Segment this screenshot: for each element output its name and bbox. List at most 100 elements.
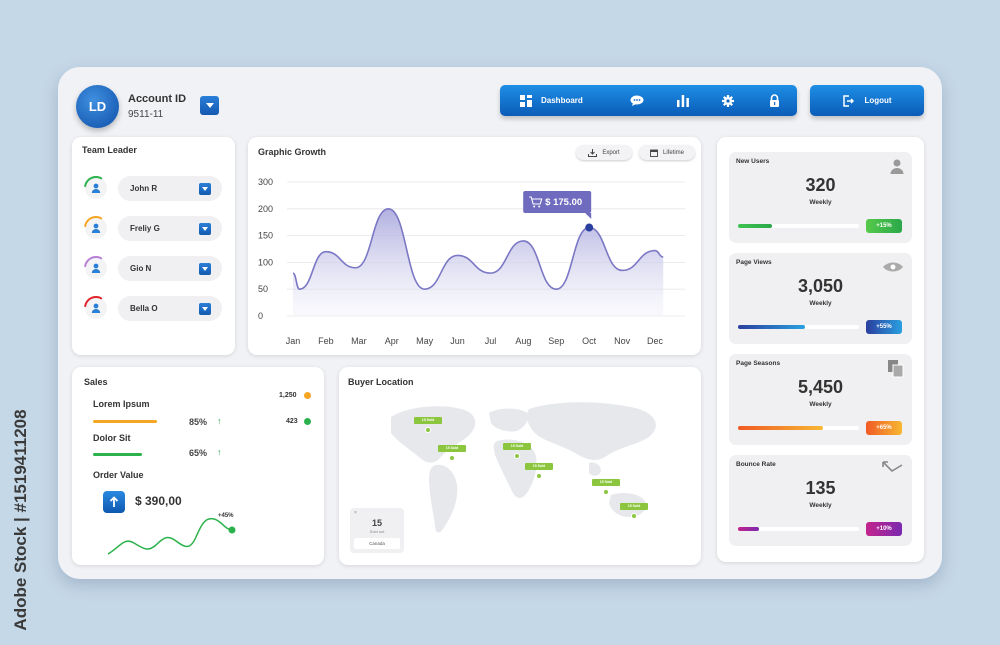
map-location-pin[interactable]: 15 Sold — [620, 503, 648, 521]
member-name: Bella O — [130, 304, 158, 313]
y-tick-label: 150 — [258, 231, 273, 241]
chat-icon — [630, 95, 644, 106]
graphic-growth-title: Graphic Growth — [258, 147, 327, 157]
stat-card[interactable]: Page Seasons 5,450 Weekly +65% — [729, 354, 912, 445]
nav-dashboard-label: Dashboard — [541, 96, 583, 105]
map-pin-dot — [631, 513, 637, 519]
member-pill: Gio N — [118, 256, 222, 281]
sales-item-pct: 65% — [189, 448, 208, 458]
member-pill: Bella O — [118, 296, 222, 321]
y-tick-label: 200 — [258, 204, 273, 214]
y-tick-label: 50 — [258, 284, 268, 294]
map-location-pin[interactable]: 15 Sold — [438, 445, 466, 463]
stat-progress-fill — [738, 527, 759, 531]
value-tooltip: $ 175.00 — [523, 191, 592, 219]
chevron-down-icon — [202, 187, 208, 191]
member-dropdown-button[interactable] — [199, 223, 211, 235]
highlight-point[interactable] — [585, 223, 594, 232]
logout-button[interactable]: Logout — [810, 85, 924, 116]
stat-card[interactable]: Bounce Rate 135 Weekly +10% — [729, 455, 912, 546]
user-icon — [91, 263, 101, 273]
pages-icon — [888, 360, 904, 383]
user-icon — [890, 158, 904, 179]
chevron-down-icon — [202, 307, 208, 311]
map-location-pin[interactable]: 15 Sold — [503, 443, 531, 461]
map-pin-dot — [603, 489, 609, 495]
x-tick-label: Mar — [351, 336, 367, 346]
nav-chat[interactable] — [614, 85, 660, 116]
order-up-button[interactable] — [103, 491, 125, 513]
legend-value: 423 — [286, 418, 298, 425]
user-icon — [91, 303, 101, 313]
nav-lock[interactable] — [751, 85, 797, 116]
world-map — [391, 402, 656, 533]
account-title: Account ID — [128, 93, 187, 105]
member-dropdown-button[interactable] — [199, 263, 211, 275]
team-member-row[interactable]: Gio N — [82, 254, 222, 282]
location-info-box: × 15 Sold out Canada — [350, 508, 404, 553]
stat-label: Page Views — [736, 259, 772, 266]
info-number: 15 — [371, 518, 382, 528]
series-area — [293, 208, 664, 316]
account-dropdown-button[interactable] — [200, 96, 219, 115]
eye-icon — [882, 259, 904, 277]
stat-progress-fill — [738, 325, 805, 329]
x-tick-label: May — [416, 336, 434, 346]
stat-value: 3,050 — [797, 276, 844, 296]
map-location-pin[interactable]: 15 Sold — [592, 479, 620, 497]
stat-period: Weekly — [809, 199, 832, 206]
info-marker-icon: × — [354, 510, 357, 516]
stat-value: 135 — [805, 478, 836, 498]
stat-label: Bounce Rate — [736, 461, 776, 468]
team-member-row[interactable]: John R — [82, 174, 222, 202]
chevron-down-icon — [202, 267, 208, 271]
stat-badge: +10% — [866, 522, 902, 536]
lifetime-button[interactable]: Lifetime — [639, 145, 695, 160]
gear-icon — [722, 94, 735, 107]
stat-card[interactable]: Page Views 3,050 Weekly +55% — [729, 253, 912, 344]
bounce-arrow-icon — [882, 461, 904, 480]
member-name: Gio N — [130, 264, 152, 273]
top-navbar: Dashboard — [500, 85, 797, 116]
map-pin-tag: 15 Sold — [503, 443, 531, 450]
member-dropdown-button[interactable] — [199, 183, 211, 195]
bar-chart-icon — [676, 94, 689, 107]
map-location-pin[interactable]: 15 Sold — [525, 463, 553, 481]
order-value-label: Order Value — [93, 470, 144, 480]
nav-dashboard[interactable]: Dashboard — [520, 94, 614, 107]
x-tick-label: Aug — [515, 336, 531, 346]
map-pin-tag: 15 Sold — [620, 503, 648, 510]
export-button[interactable]: Export — [576, 145, 632, 160]
sales-item-bar — [93, 420, 157, 423]
stat-value: 5,450 — [797, 377, 844, 397]
team-member-row[interactable]: Bella O — [82, 294, 222, 322]
stat-value: 320 — [805, 175, 836, 195]
stats-panel: New Users 320 Weekly +15% Page Views 3,050 Wee… — [717, 137, 924, 562]
legend-value: 1,250 — [279, 392, 297, 399]
stat-progress-fill — [738, 426, 823, 430]
stat-badge: +15% — [866, 219, 902, 233]
member-name: John R — [130, 184, 158, 193]
calendar-icon — [650, 149, 658, 157]
arrow-up-icon — [109, 496, 119, 507]
buyer-location-title: Buyer Location — [348, 377, 414, 387]
map-location-pin[interactable]: 15 Sold — [414, 417, 442, 435]
x-tick-label: Feb — [318, 336, 334, 346]
order-change: +45% — [218, 513, 234, 519]
y-tick-label: 300 — [258, 177, 273, 187]
nav-analytics[interactable] — [660, 85, 706, 116]
team-member-row[interactable]: Freliy G — [82, 214, 222, 242]
map-pin-dot — [514, 453, 520, 459]
sales-item-pct: 85% — [189, 417, 208, 427]
member-dropdown-button[interactable] — [199, 303, 211, 315]
nav-settings[interactable] — [706, 85, 752, 116]
avatar-initials: LD — [88, 99, 107, 114]
series-line — [292, 207, 664, 291]
stat-card[interactable]: New Users 320 Weekly +15% — [729, 152, 912, 243]
stock-id-watermark: Adobe Stock | #1519411208 — [11, 409, 30, 631]
y-tick-label: 0 — [258, 311, 263, 321]
avatar[interactable]: LD — [76, 85, 119, 128]
cart-icon — [529, 196, 543, 208]
member-name: Freliy G — [130, 224, 160, 233]
stat-label: New Users — [736, 158, 770, 165]
